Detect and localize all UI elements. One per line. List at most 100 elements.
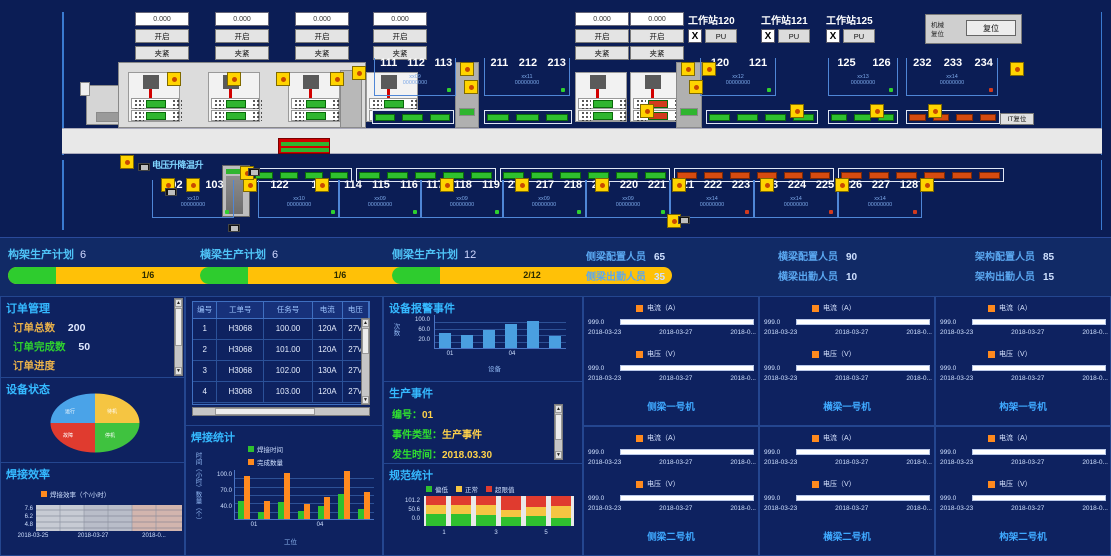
open-button[interactable]: 开启 (215, 29, 269, 43)
weld-stats-legend-item-0: 焊接时间 (248, 444, 283, 454)
spec-bar-偏低 (551, 517, 571, 526)
open-button[interactable]: 开启 (575, 29, 629, 43)
plc-marker-icon[interactable] (515, 178, 529, 192)
event-scroll-thumb[interactable] (555, 414, 562, 440)
station-subcode: 00000000 (783, 202, 809, 208)
fixture-column-1 (340, 70, 362, 128)
xtick: 2018-03-23 (940, 375, 974, 382)
open-button[interactable]: 开启 (135, 29, 189, 43)
weld-stats-ytick-1: 70.0 (220, 488, 232, 494)
table-hscroll-thumb[interactable] (215, 408, 315, 415)
weld-cell-6 (630, 72, 684, 122)
table-cell: 120A (313, 382, 343, 402)
plc-marker-icon[interactable] (440, 178, 454, 192)
voltage-legend: 电压（V） (636, 479, 680, 489)
plc-marker-icon[interactable] (352, 66, 366, 80)
plc-marker-icon[interactable] (276, 72, 290, 86)
scroll-down-arrow[interactable]: ▼ (175, 367, 182, 375)
workstation-pu-button[interactable]: PU (705, 29, 737, 43)
plc-marker-icon[interactable] (227, 72, 241, 86)
plc-marker-icon[interactable] (640, 104, 654, 118)
table-row[interactable]: 1 H3068 100.00 120A 27V (193, 319, 369, 340)
plc-marker-icon[interactable] (330, 72, 344, 86)
reset-button[interactable]: 复位 (966, 20, 1016, 36)
table-scroll-down[interactable]: ▼ (362, 396, 369, 404)
clamp-button[interactable]: 夹紧 (295, 46, 349, 60)
workstation-x-button[interactable]: X (761, 29, 775, 43)
workstation-x-button[interactable]: X (688, 29, 702, 43)
plc-marker-icon[interactable] (1010, 62, 1024, 76)
chain-segment (402, 114, 423, 121)
clamp-button[interactable]: 夹紧 (135, 46, 189, 60)
production-event-line-2: 事件类型：生产事件 (392, 430, 482, 441)
voltage-legend: 电压（V） (812, 479, 856, 489)
workstation-x-button[interactable]: X (826, 29, 840, 43)
plc-marker-icon[interactable] (790, 104, 804, 118)
table-scroll-up[interactable]: ▲ (362, 319, 369, 327)
xtick: 2018-03-27 (835, 375, 869, 382)
plc-marker-icon[interactable] (920, 178, 934, 192)
workstation-title: 工作站125 (826, 16, 873, 27)
table-row[interactable]: 2 H3068 101.00 120A 27V (193, 340, 369, 361)
event-scroll-up[interactable]: ▲ (555, 405, 562, 413)
it-reset-box[interactable]: IT复位 (1000, 113, 1034, 125)
weld-eff-ytick-0: 7.6 (24, 506, 33, 512)
plc-marker-icon[interactable] (464, 80, 478, 94)
table-scroll-thumb[interactable] (362, 328, 369, 354)
table-row[interactable]: 4 H3068 103.00 120A 27V (193, 382, 369, 403)
scroll-up-arrow[interactable]: ▲ (175, 299, 182, 307)
table-row[interactable]: 3 H3068 102.00 130A 27V (193, 361, 369, 382)
plc-marker-icon[interactable] (167, 72, 181, 86)
station-number: 122 (270, 179, 289, 191)
open-button[interactable]: 开启 (630, 29, 684, 43)
clamp-button[interactable]: 夹紧 (215, 46, 269, 60)
xtick: 2018-03-23 (764, 505, 798, 512)
bar-焊接时间 (298, 510, 304, 519)
station-code: xx14 (790, 196, 802, 202)
table-hscrollbar[interactable] (192, 407, 370, 416)
order-scrollbar[interactable]: ▲ ▼ (174, 298, 183, 376)
spec-ytick-2: 0.0 (411, 516, 420, 522)
weld-eff-ytick-1: 6.2 (24, 514, 33, 520)
workstation-pu-button[interactable]: PU (778, 29, 810, 43)
clamp-button[interactable]: 夹紧 (630, 46, 684, 60)
plc-marker-icon[interactable] (702, 62, 716, 76)
station-code: xx09 (538, 196, 550, 202)
plc-marker-icon[interactable] (460, 62, 474, 76)
open-button[interactable]: 开启 (295, 29, 349, 43)
scroll-thumb[interactable] (175, 308, 182, 346)
xtick: 2018-03-27 (659, 505, 693, 512)
plc-marker-icon[interactable] (243, 178, 257, 192)
weld-stats-plot (234, 470, 374, 520)
machine-monitor-cell: 电流（A） 999.0 2018-03-23 2018-03-27 2018-0... 电… (583, 296, 759, 426)
event-scroll-down[interactable]: ▼ (555, 451, 562, 459)
production-event-panel: 生产事件 编号：01事件类型：生产事件发生时间：2018.03.30详情：工单H… (383, 382, 583, 481)
clamp-button[interactable]: 夹紧 (575, 46, 629, 60)
clamp-button[interactable]: 夹紧 (373, 46, 427, 60)
spec-bar-偏低 (501, 517, 521, 526)
machine-monitor-cell: 电流（A） 999.0 2018-03-23 2018-03-27 2018-0... 电… (759, 426, 935, 556)
order-management-title: 订单管理 (6, 303, 50, 315)
workstation-pu-button[interactable]: PU (843, 29, 875, 43)
plc-marker-icon[interactable] (186, 178, 200, 192)
plc-marker-icon[interactable] (681, 62, 695, 76)
sensor-marker-icon (678, 216, 690, 224)
plc-marker-icon[interactable] (835, 178, 849, 192)
plc-marker-icon[interactable] (595, 178, 609, 192)
weld-stats-xtick-0: 01 (250, 522, 258, 528)
gridline (435, 342, 566, 344)
plc-marker-icon[interactable] (928, 104, 942, 118)
plc-marker-icon[interactable] (760, 178, 774, 192)
chain-segment (531, 172, 553, 179)
event-scrollbar[interactable]: ▲ ▼ (554, 404, 563, 460)
plan-progress-text: 1/6 (141, 270, 155, 280)
open-button[interactable]: 开启 (373, 29, 427, 43)
plc-marker-icon[interactable] (870, 104, 884, 118)
plc-marker-icon[interactable] (315, 178, 329, 192)
table-vscrollbar[interactable]: ▲ ▼ (361, 318, 370, 405)
plc-marker-icon[interactable] (689, 80, 703, 94)
xtick: 2018-0... (906, 459, 932, 466)
current-ytick: 999.0 (764, 319, 781, 326)
plc-marker-icon[interactable] (120, 155, 134, 169)
plc-marker-icon[interactable] (672, 178, 686, 192)
